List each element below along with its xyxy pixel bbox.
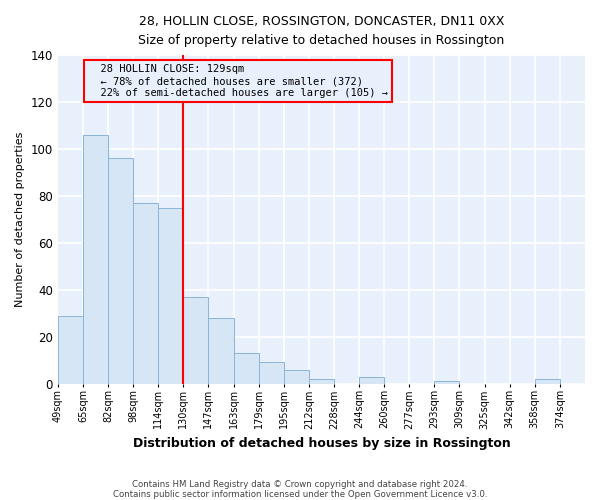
- X-axis label: Distribution of detached houses by size in Rossington: Distribution of detached houses by size …: [133, 437, 510, 450]
- Bar: [108, 158, 133, 384]
- Bar: [133, 203, 158, 384]
- Text: Contains HM Land Registry data © Crown copyright and database right 2024.: Contains HM Land Registry data © Crown c…: [132, 480, 468, 489]
- Text: 28 HOLLIN CLOSE: 129sqm
  ← 78% of detached houses are smaller (372)
  22% of se: 28 HOLLIN CLOSE: 129sqm ← 78% of detache…: [88, 64, 388, 98]
- Bar: [359, 376, 384, 384]
- Bar: [434, 382, 460, 384]
- Bar: [233, 353, 259, 384]
- Bar: [284, 370, 309, 384]
- Bar: [83, 135, 108, 384]
- Bar: [158, 208, 184, 384]
- Y-axis label: Number of detached properties: Number of detached properties: [15, 132, 25, 307]
- Bar: [259, 362, 284, 384]
- Bar: [58, 316, 83, 384]
- Text: Contains public sector information licensed under the Open Government Licence v3: Contains public sector information licen…: [113, 490, 487, 499]
- Bar: [184, 297, 208, 384]
- Bar: [535, 379, 560, 384]
- Bar: [309, 379, 334, 384]
- Title: 28, HOLLIN CLOSE, ROSSINGTON, DONCASTER, DN11 0XX
Size of property relative to d: 28, HOLLIN CLOSE, ROSSINGTON, DONCASTER,…: [138, 15, 505, 47]
- Bar: [208, 318, 233, 384]
